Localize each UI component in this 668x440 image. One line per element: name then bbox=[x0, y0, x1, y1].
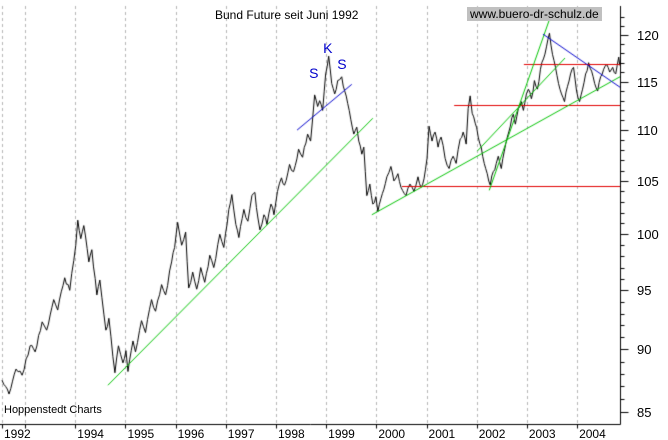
y-axis-label: 95 bbox=[637, 283, 652, 299]
y-axis-label: 85 bbox=[637, 404, 652, 420]
y-axis-label: 120 bbox=[637, 28, 659, 43]
y-axis-label: 90 bbox=[637, 342, 652, 358]
source-label: Hoppenstedt Charts bbox=[4, 404, 102, 416]
x-axis-label: 2001 bbox=[428, 427, 456, 440]
y-axis-label: 115 bbox=[637, 74, 658, 90]
pattern-label-s: S bbox=[337, 55, 347, 72]
x-axis-label: 1998 bbox=[277, 427, 305, 440]
y-axis-label: 105 bbox=[637, 173, 659, 189]
x-axis-label: 1992 bbox=[4, 427, 31, 440]
y-axis-label: 100 bbox=[637, 227, 659, 243]
x-axis-label: 2003 bbox=[528, 427, 556, 440]
x-axis-label: 1996 bbox=[177, 427, 205, 440]
y-axis-label: 110 bbox=[637, 123, 658, 139]
pattern-label-s: S bbox=[309, 64, 319, 81]
x-axis-label: 1999 bbox=[328, 427, 355, 440]
pattern-label-k: K bbox=[323, 39, 333, 56]
x-axis-label: 2004 bbox=[579, 427, 606, 440]
x-axis-label: 1994 bbox=[77, 427, 104, 440]
x-axis-label: 2000 bbox=[378, 427, 406, 440]
x-axis-label: 1997 bbox=[227, 427, 255, 440]
x-axis-label: 1995 bbox=[127, 427, 155, 440]
website-link[interactable]: www.buero-dr-schulz.de bbox=[467, 7, 602, 21]
chart-title: Bund Future seit Juni 1992 bbox=[215, 8, 359, 22]
x-axis-label: 2002 bbox=[478, 427, 506, 440]
